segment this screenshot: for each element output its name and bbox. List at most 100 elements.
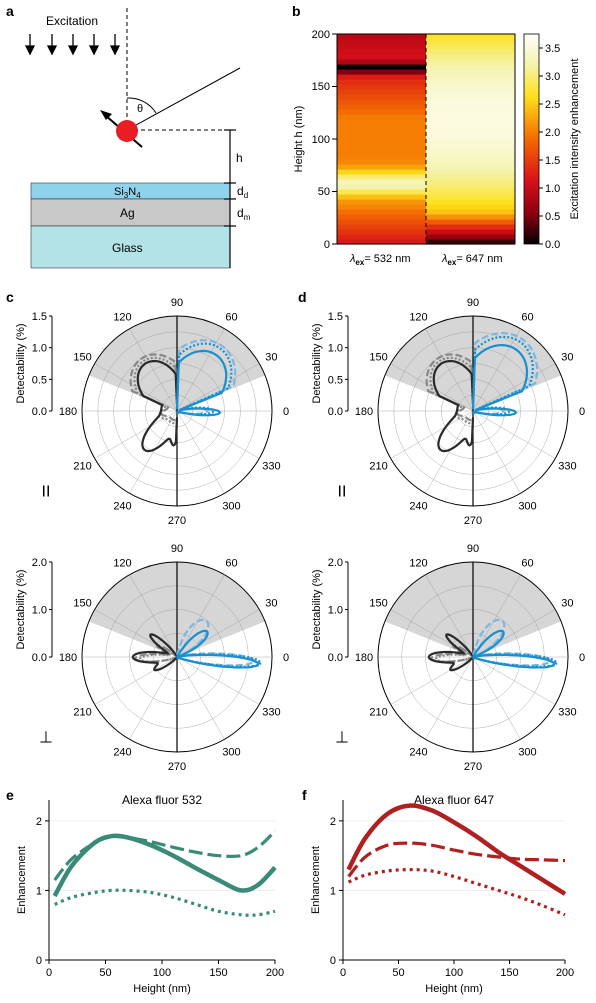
parallel-symbol: II [338, 484, 347, 501]
heatmap-cell-647 [426, 189, 515, 195]
polar-radial-tick-label: 2.0 [32, 557, 47, 569]
polar-angle-label: 90 [171, 543, 183, 555]
heatmap-cell-647 [426, 149, 515, 155]
polar-angle-label: 240 [113, 500, 131, 512]
polar-radial-line [129, 328, 178, 412]
heatmap-ytick-100: 100 [312, 134, 330, 146]
polar-radial-line [425, 574, 474, 658]
heatmap-cell-532 [337, 229, 426, 235]
colorbar-tick-label: 1.5 [545, 155, 560, 167]
polar-angle-label: 330 [558, 461, 576, 473]
heatmap-cell-532 [337, 159, 426, 165]
line-series-dashed [347, 841, 566, 878]
polar-angle-label: 180 [355, 652, 373, 664]
heatmap-cell-647 [426, 239, 515, 245]
line-ytick-label: 1 [330, 885, 336, 897]
polar-angle-label: 270 [168, 761, 186, 773]
heatmap-cell-647 [426, 124, 515, 130]
polar-angle-label: 120 [409, 312, 427, 324]
heatmap-cell-647 [426, 64, 515, 70]
polar-radial-line [472, 656, 521, 740]
heatmap-cell-532 [337, 209, 426, 215]
line-xtick-label: 50 [99, 967, 111, 979]
panel-b: b 0 50 100 150 200 Height h (nm) λex= 53… [292, 3, 581, 267]
polar-radial-line [176, 656, 225, 740]
polar-angle-label: 30 [265, 598, 277, 610]
heatmap-cell-647 [426, 204, 515, 210]
heatmap-cell-647 [426, 154, 515, 160]
polar-curve-black-solid [136, 360, 179, 453]
heatmap-cell-647 [426, 119, 515, 125]
heatmap-cell-647 [426, 164, 515, 170]
polar-angle-label: 120 [113, 312, 131, 324]
heatmap-cell-532 [337, 34, 426, 40]
heatmap-cell-532 [337, 39, 426, 45]
heatmap-cell-647 [426, 109, 515, 115]
polar-c-perpendicular: 0 30 60 90 120 150 180 210 240 270 300 330 0.0 1.0 2.0… [15, 543, 289, 773]
polar-angle-label: 150 [369, 352, 387, 364]
line-series-dotted [54, 888, 276, 917]
line-ytick-label: 2 [36, 816, 42, 828]
heatmap-cell-532 [337, 109, 426, 115]
polar-angle-label: 60 [521, 312, 533, 324]
heatmap-col1-label: λex= 532 nm [349, 253, 411, 267]
polar-c-parallel: 0 30 60 90 120 150 180 210 240 270 300 330 0.0 0.5 1.0… [15, 297, 289, 527]
polar-angle-label: 120 [113, 558, 131, 570]
heatmap-cell-532 [337, 194, 426, 200]
panel-label-f: f [302, 787, 307, 803]
polar-angle-label: 60 [225, 312, 237, 324]
heatmap-ytick-150: 150 [312, 81, 330, 93]
colorbar-tick-label: 0.5 [545, 211, 560, 223]
heatmap-cell-532 [337, 219, 426, 225]
polar-ylabel: Detectability (%) [311, 323, 323, 403]
polar-angle-label: 270 [168, 515, 186, 527]
line-ylabel: Enhancement [310, 846, 322, 914]
heatmap-col2-label: λex= 647 nm [441, 253, 503, 267]
line-ytick-label: 0 [36, 955, 42, 967]
line-xlabel: Height (nm) [425, 983, 482, 995]
heatmap-ytick-50: 50 [318, 186, 330, 198]
polar-radial-tick-label: 0.0 [32, 406, 47, 418]
glass-label: Glass [112, 241, 143, 255]
polar-curve-blue-solid [472, 629, 556, 669]
polar-angle-label: 150 [369, 598, 387, 610]
polar-angle-label: 270 [464, 761, 482, 773]
excitation-arrows [24, 34, 121, 56]
line-series-dotted [347, 867, 566, 917]
heatmap-cell-532 [337, 234, 426, 240]
heatmap-cell-647 [426, 34, 515, 40]
heatmap-cell-647 [426, 219, 515, 225]
polar-angle-label: 240 [409, 500, 427, 512]
polar-angle-label: 300 [518, 500, 536, 512]
polar-angle-label: 300 [222, 500, 240, 512]
heatmap-cell-532 [337, 49, 426, 55]
polar-radial-line [472, 656, 556, 705]
heatmap-cell-532 [337, 139, 426, 145]
dd-label: dd [237, 184, 248, 200]
polar-ylabel: Detectability (%) [15, 569, 27, 649]
polar-angle-label: 30 [265, 352, 277, 364]
polar-angle-label: 90 [171, 297, 183, 309]
polar-angle-label: 270 [464, 515, 482, 527]
heatmap-cell-647 [426, 134, 515, 140]
polar-radial-tick-label: 1.0 [32, 605, 47, 617]
polar-angle-label: 30 [561, 352, 573, 364]
polar-radial-tick-label: 0.5 [328, 374, 343, 386]
emission-direction-line [126, 67, 241, 131]
polar-angle-label: 0 [579, 406, 585, 418]
colorbar-ticks: 0.0 0.5 1.0 1.5 2.0 2.5 3.0 3.5 [539, 43, 560, 251]
polar-curve-black-solid [432, 360, 475, 453]
heatmap-cell-647 [426, 44, 515, 50]
line-xtick-label: 100 [153, 967, 171, 979]
heatmap-cell-532 [337, 119, 426, 125]
polar-radial-line [176, 656, 260, 705]
heatmap-cell-532 [337, 64, 426, 70]
heatmap-cell-532 [337, 189, 426, 195]
polar-curve-grey-dashed [425, 353, 475, 422]
line-xtick-label: 150 [209, 967, 227, 979]
heatmap-cell-532 [337, 54, 426, 60]
polar-curve-blue-solid [176, 629, 260, 669]
polar-radial-line [176, 574, 225, 658]
polar-radial-line [390, 656, 474, 705]
